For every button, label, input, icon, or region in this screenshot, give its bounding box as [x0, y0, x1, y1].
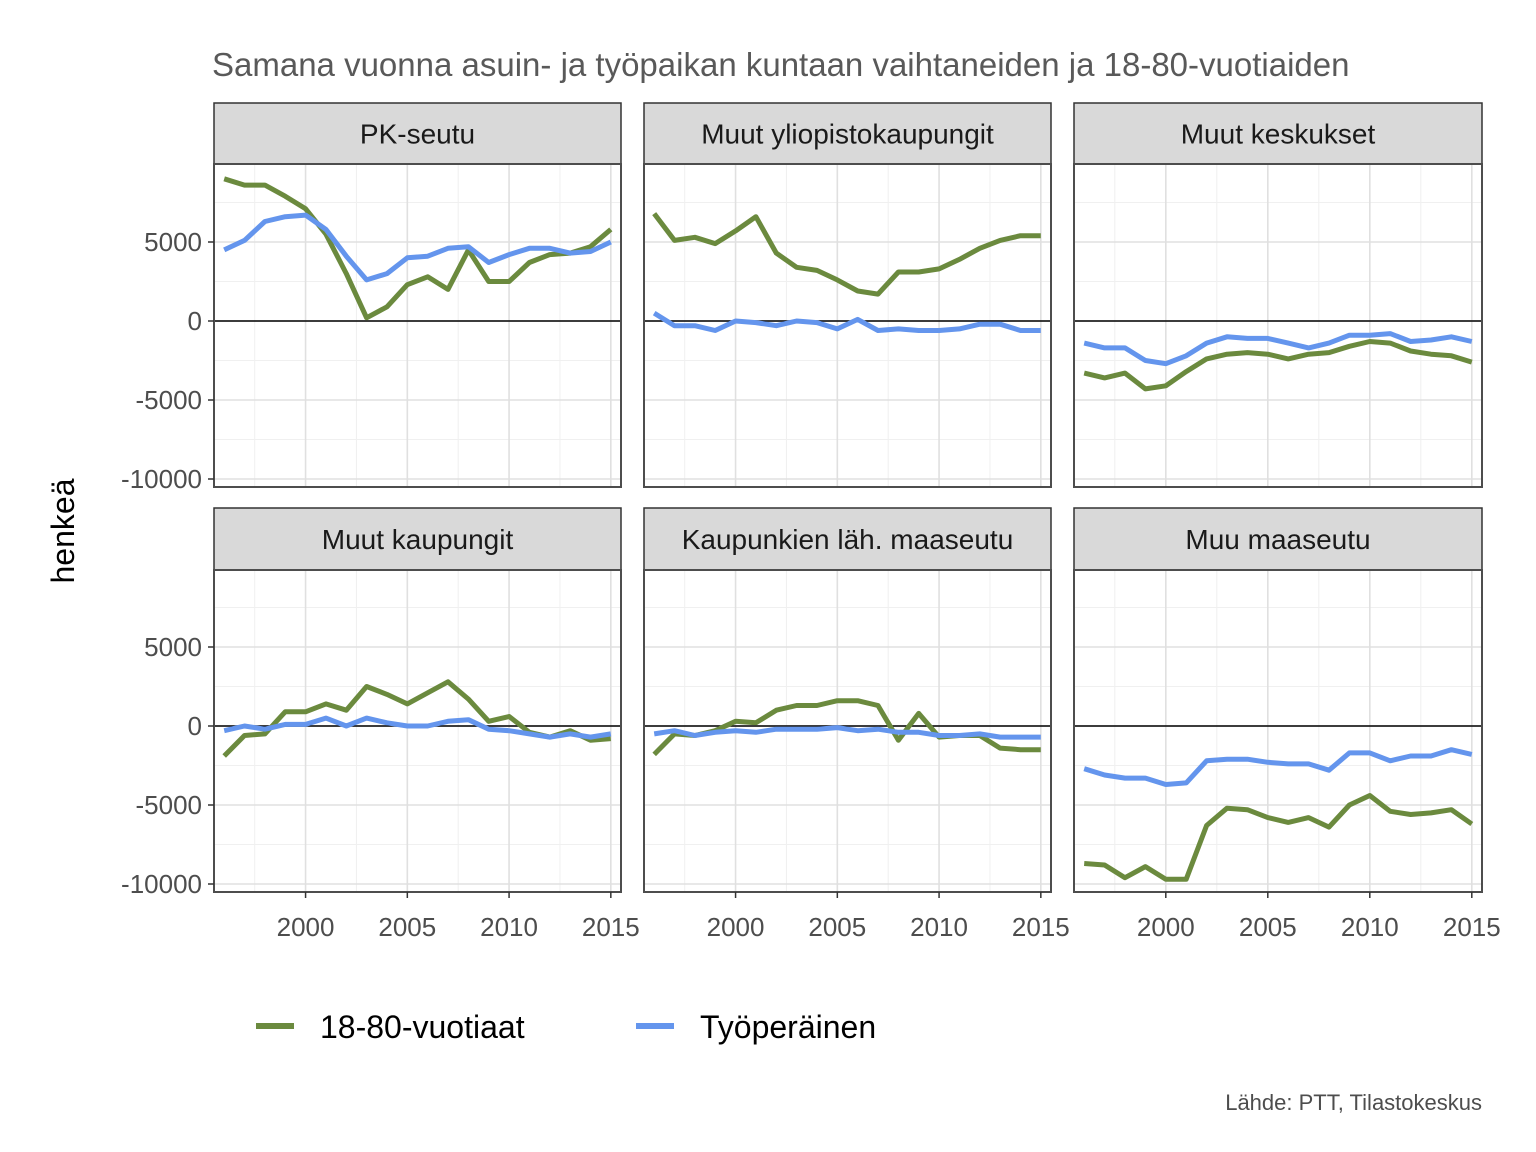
facet-panel-1: PK-seutu 5000 0 -5000 -10000	[121, 102, 622, 494]
x-tick-label: 2015	[1443, 912, 1501, 942]
legend-label: Työperäinen	[700, 1009, 876, 1045]
series-line-age-18-80	[1083, 339, 1473, 392]
legend-label: 18-80-vuotiaat	[320, 1009, 525, 1045]
facet-panels: PK-seutu 5000 0 -5000 -10000 Muut yliopistoka…	[121, 102, 1501, 942]
panel-border	[213, 163, 622, 488]
facet-strip-label: PK-seutu	[360, 119, 475, 150]
facet-strip	[643, 507, 1052, 571]
panel-border	[643, 163, 1052, 488]
y-tick-label: -5000	[136, 790, 203, 820]
x-tick-label: 2000	[277, 912, 335, 942]
x-tick-label: 2005	[378, 912, 436, 942]
y-tick-label: -10000	[121, 869, 202, 899]
facet-panel-3: Muut keskukset	[1073, 102, 1483, 488]
series-line-tyoperainen	[653, 725, 1041, 740]
series-line-tyoperainen	[1083, 331, 1473, 367]
panel-border	[643, 569, 1052, 893]
facet-strip-label: Muu maaseutu	[1185, 524, 1370, 555]
facet-panel-6: Muu maaseutu 2000 2005 2010 2015	[1073, 507, 1501, 942]
plot-background	[214, 570, 621, 892]
facet-strip	[643, 102, 1052, 165]
legend: 18-80-vuotiaat Työperäinen	[256, 1009, 876, 1045]
series-line-tyoperainen	[223, 715, 612, 740]
x-tick-label: 2000	[707, 912, 765, 942]
facet-strip	[213, 102, 622, 165]
panel-border	[213, 569, 622, 893]
y-tick-label: 0	[188, 306, 202, 336]
y-axis-label: henkeä	[45, 478, 81, 583]
series-line-age-18-80	[652, 212, 1041, 297]
series-line-tyoperainen	[1083, 747, 1473, 787]
x-tick-label: 2005	[1239, 912, 1297, 942]
x-tick-label: 2010	[480, 912, 538, 942]
facet-strip	[213, 507, 622, 571]
plot-background	[1074, 164, 1482, 487]
x-tick-label: 2005	[808, 912, 866, 942]
series-line-age-18-80	[1084, 793, 1474, 882]
facet-strip-label: Muut keskukset	[1181, 119, 1376, 150]
x-tick-label: 2000	[1137, 912, 1195, 942]
series-line-tyoperainen	[223, 212, 612, 283]
legend-item-2: Työperäinen	[636, 1009, 876, 1045]
x-tick-label: 2010	[910, 912, 968, 942]
y-tick-label: 5000	[144, 227, 202, 257]
facet-strip-label: Kaupunkien läh. maaseutu	[682, 524, 1014, 555]
facet-panel-5: Kaupunkien läh. maaseutu 2000 2005 2010 2015	[643, 507, 1070, 942]
facet-panel-2: Muut yliopistokaupungit	[643, 102, 1052, 488]
y-tick-label: -10000	[121, 464, 202, 494]
facet-panel-4: Muut kaupungit 5000 0 -5000 -10000 2000 2005 20…	[121, 507, 640, 942]
facet-strip-label: Muut yliopistokaupungit	[701, 119, 994, 150]
legend-item-1: 18-80-vuotiaat	[256, 1009, 525, 1045]
facet-strip	[1073, 102, 1483, 165]
facet-strip-label: Muut kaupungit	[322, 524, 514, 555]
x-tick-label: 2015	[582, 912, 640, 942]
caption: Lähde: PTT, Tilastokeskus	[1225, 1090, 1482, 1115]
x-tick-label: 2015	[1012, 912, 1070, 942]
chart-title: Samana vuonna asuin- ja työpaikan kuntaa…	[212, 46, 1349, 83]
y-tick-label: 0	[188, 711, 202, 741]
plot-background	[1074, 570, 1482, 892]
x-tick-label: 2010	[1341, 912, 1399, 942]
series-line-age-18-80	[223, 176, 613, 321]
y-tick-label: -5000	[136, 385, 203, 415]
panel-border	[1073, 163, 1483, 488]
panel-border	[1073, 569, 1483, 893]
y-tick-label: 5000	[144, 632, 202, 662]
series-line-tyoperainen	[652, 310, 1041, 333]
